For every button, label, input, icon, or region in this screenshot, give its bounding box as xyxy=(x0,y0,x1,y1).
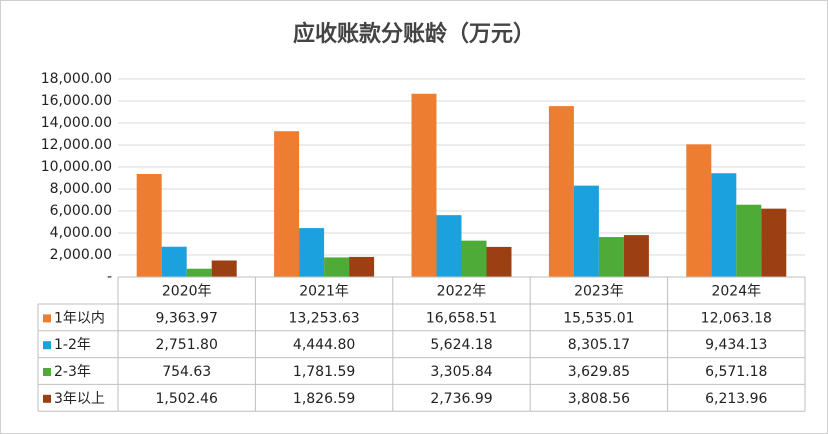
y-tick-label: 8,000.00 xyxy=(50,181,112,197)
y-tick-label: 2,000.00 xyxy=(50,247,112,263)
x-tick-label: 2022年 xyxy=(437,284,487,300)
bar xyxy=(548,106,574,277)
bar xyxy=(349,256,375,277)
bar xyxy=(461,240,487,277)
legend-key xyxy=(43,314,51,323)
x-tick-label: 2023年 xyxy=(574,284,624,300)
chart-title: 应收账款分账龄（万元） xyxy=(293,21,535,47)
legend-key xyxy=(43,341,51,350)
table-value: 6,213.96 xyxy=(705,391,767,407)
table-value: 2,736.99 xyxy=(430,391,492,407)
bar xyxy=(623,235,649,277)
y-tick-label: 10,000.00 xyxy=(41,159,112,175)
y-tick-label: 4,000.00 xyxy=(50,225,112,241)
legend-label: 2-3年 xyxy=(54,364,91,380)
bar xyxy=(686,144,712,277)
y-tick-label: 12,000.00 xyxy=(41,137,112,153)
y-tick-label: 16,000.00 xyxy=(41,93,112,109)
y-tick-label: 18,000.00 xyxy=(41,71,112,87)
bar xyxy=(274,131,300,277)
table-value: 8,305.17 xyxy=(568,337,630,353)
x-tick-label: 2024年 xyxy=(711,284,761,300)
table-value: 12,063.18 xyxy=(701,310,772,326)
table-value: 9,363.97 xyxy=(156,310,218,326)
y-tick-label: 6,000.00 xyxy=(50,203,112,219)
bar xyxy=(211,260,237,277)
legend-label: 1-2年 xyxy=(54,337,91,353)
legend-label: 1年以内 xyxy=(54,310,105,326)
table-value: 15,535.01 xyxy=(563,310,634,326)
bar xyxy=(761,208,787,277)
y-tick-label: 14,000.00 xyxy=(41,115,112,131)
legend-label: 3年以上 xyxy=(54,391,105,407)
bar xyxy=(598,237,624,277)
bar xyxy=(736,204,762,277)
x-tick-label: 2021年 xyxy=(299,284,349,300)
bar xyxy=(411,93,437,277)
legend-key xyxy=(43,368,51,376)
bar xyxy=(436,215,462,277)
table-value: 5,624.18 xyxy=(430,337,492,353)
bar xyxy=(161,246,187,277)
table-value: 3,629.85 xyxy=(568,364,630,380)
bar xyxy=(299,228,325,277)
table-value: 1,502.46 xyxy=(156,391,218,407)
bar xyxy=(186,268,212,277)
table-value: 3,808.56 xyxy=(568,391,630,407)
table-value: 13,253.63 xyxy=(288,310,359,326)
table-value: 16,658.51 xyxy=(426,310,497,326)
table-value: 1,826.59 xyxy=(293,391,355,407)
bar xyxy=(711,173,737,277)
bar xyxy=(136,173,162,277)
legend-key xyxy=(43,394,51,403)
table-value: 4,444.80 xyxy=(293,337,355,353)
x-tick-label: 2020年 xyxy=(162,284,212,300)
table-value: 9,434.13 xyxy=(705,337,767,353)
table-value: 1,781.59 xyxy=(293,364,355,380)
table-value: 754.63 xyxy=(162,364,211,380)
table-value: 3,305.84 xyxy=(430,364,492,380)
table-value: 2,751.80 xyxy=(156,337,218,353)
y-tick-label: - xyxy=(107,269,112,285)
bar xyxy=(573,185,599,277)
bar xyxy=(324,257,350,277)
bar xyxy=(486,246,512,277)
table-value: 6,571.18 xyxy=(705,364,767,380)
